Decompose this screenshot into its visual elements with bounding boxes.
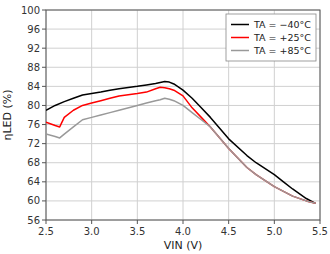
grid [46,10,320,220]
tick-label-x: 5.5 [312,226,328,237]
grid-line-x [183,10,184,220]
grid-line-x [91,10,92,220]
series-line [46,87,315,203]
grid-line-y [46,86,320,87]
tick-x [137,220,138,224]
grid-line-y [46,143,320,144]
axes: 2.5 3.0 3.5 4.0 4.5 5.0 5.5 56 60 64 68 72 76 80 84 88 9… [21,5,328,238]
tick-label-y: 80 [27,100,40,111]
tick-y [42,220,46,221]
tick-x [228,220,229,224]
tick-y [42,10,46,11]
grid-line-y [46,181,320,182]
tick-label-y: 88 [27,62,40,73]
tick-y [42,143,46,144]
tick-y [42,181,46,182]
tick-y [42,200,46,201]
legend-swatch [231,37,249,39]
legend-label: TA = +85°C [253,45,311,56]
x-axis-label: VIN (V) [164,239,203,252]
tick-label-x: 2.5 [38,226,54,237]
y-axis-label: ηLED (%) [1,89,14,140]
grid-line-y [46,200,320,201]
tick-y [42,67,46,68]
tick-label-x: 4.0 [175,226,191,237]
legend-label: TA = −40°C [253,19,311,30]
tick-x [91,220,92,224]
tick-label-y: 56 [27,215,40,226]
grid-line-x [137,10,138,220]
tick-y [42,124,46,125]
series-line [46,82,315,204]
grid-line-y [46,67,320,68]
tick-x [183,220,184,224]
tick-label-x: 3.5 [129,226,145,237]
tick-label-x: 5.0 [266,226,282,237]
grid-line-y [46,162,320,163]
legend: TA = −40°C TA = +25°C TA = +85°C [226,14,316,61]
plot-frame [46,10,320,220]
tick-label-y: 100 [21,5,40,16]
legend-label: TA = +25°C [253,32,311,43]
tick-y [42,86,46,87]
tick-y [42,162,46,163]
background [0,0,330,254]
legend-box [226,14,316,61]
tick-label-x: 4.5 [221,226,237,237]
tick-x [46,220,47,224]
tick-label-y: 72 [27,138,40,149]
tick-x [320,220,321,224]
series-line [46,98,315,203]
tick-label-x: 3.0 [84,226,100,237]
tick-label-y: 60 [27,195,40,206]
tick-label-y: 84 [27,81,40,92]
tick-y [42,48,46,49]
tick-x [274,220,275,224]
tick-label-y: 96 [27,24,40,35]
lines [46,82,315,204]
tick-y [42,105,46,106]
legend-swatch [231,24,249,26]
tick-label-y: 76 [27,119,40,130]
tick-label-y: 68 [27,157,40,168]
tick-y [42,29,46,30]
grid-line-y [46,124,320,125]
tick-label-y: 92 [27,43,40,54]
tick-label-y: 64 [27,176,40,187]
legend-swatch [231,50,249,52]
